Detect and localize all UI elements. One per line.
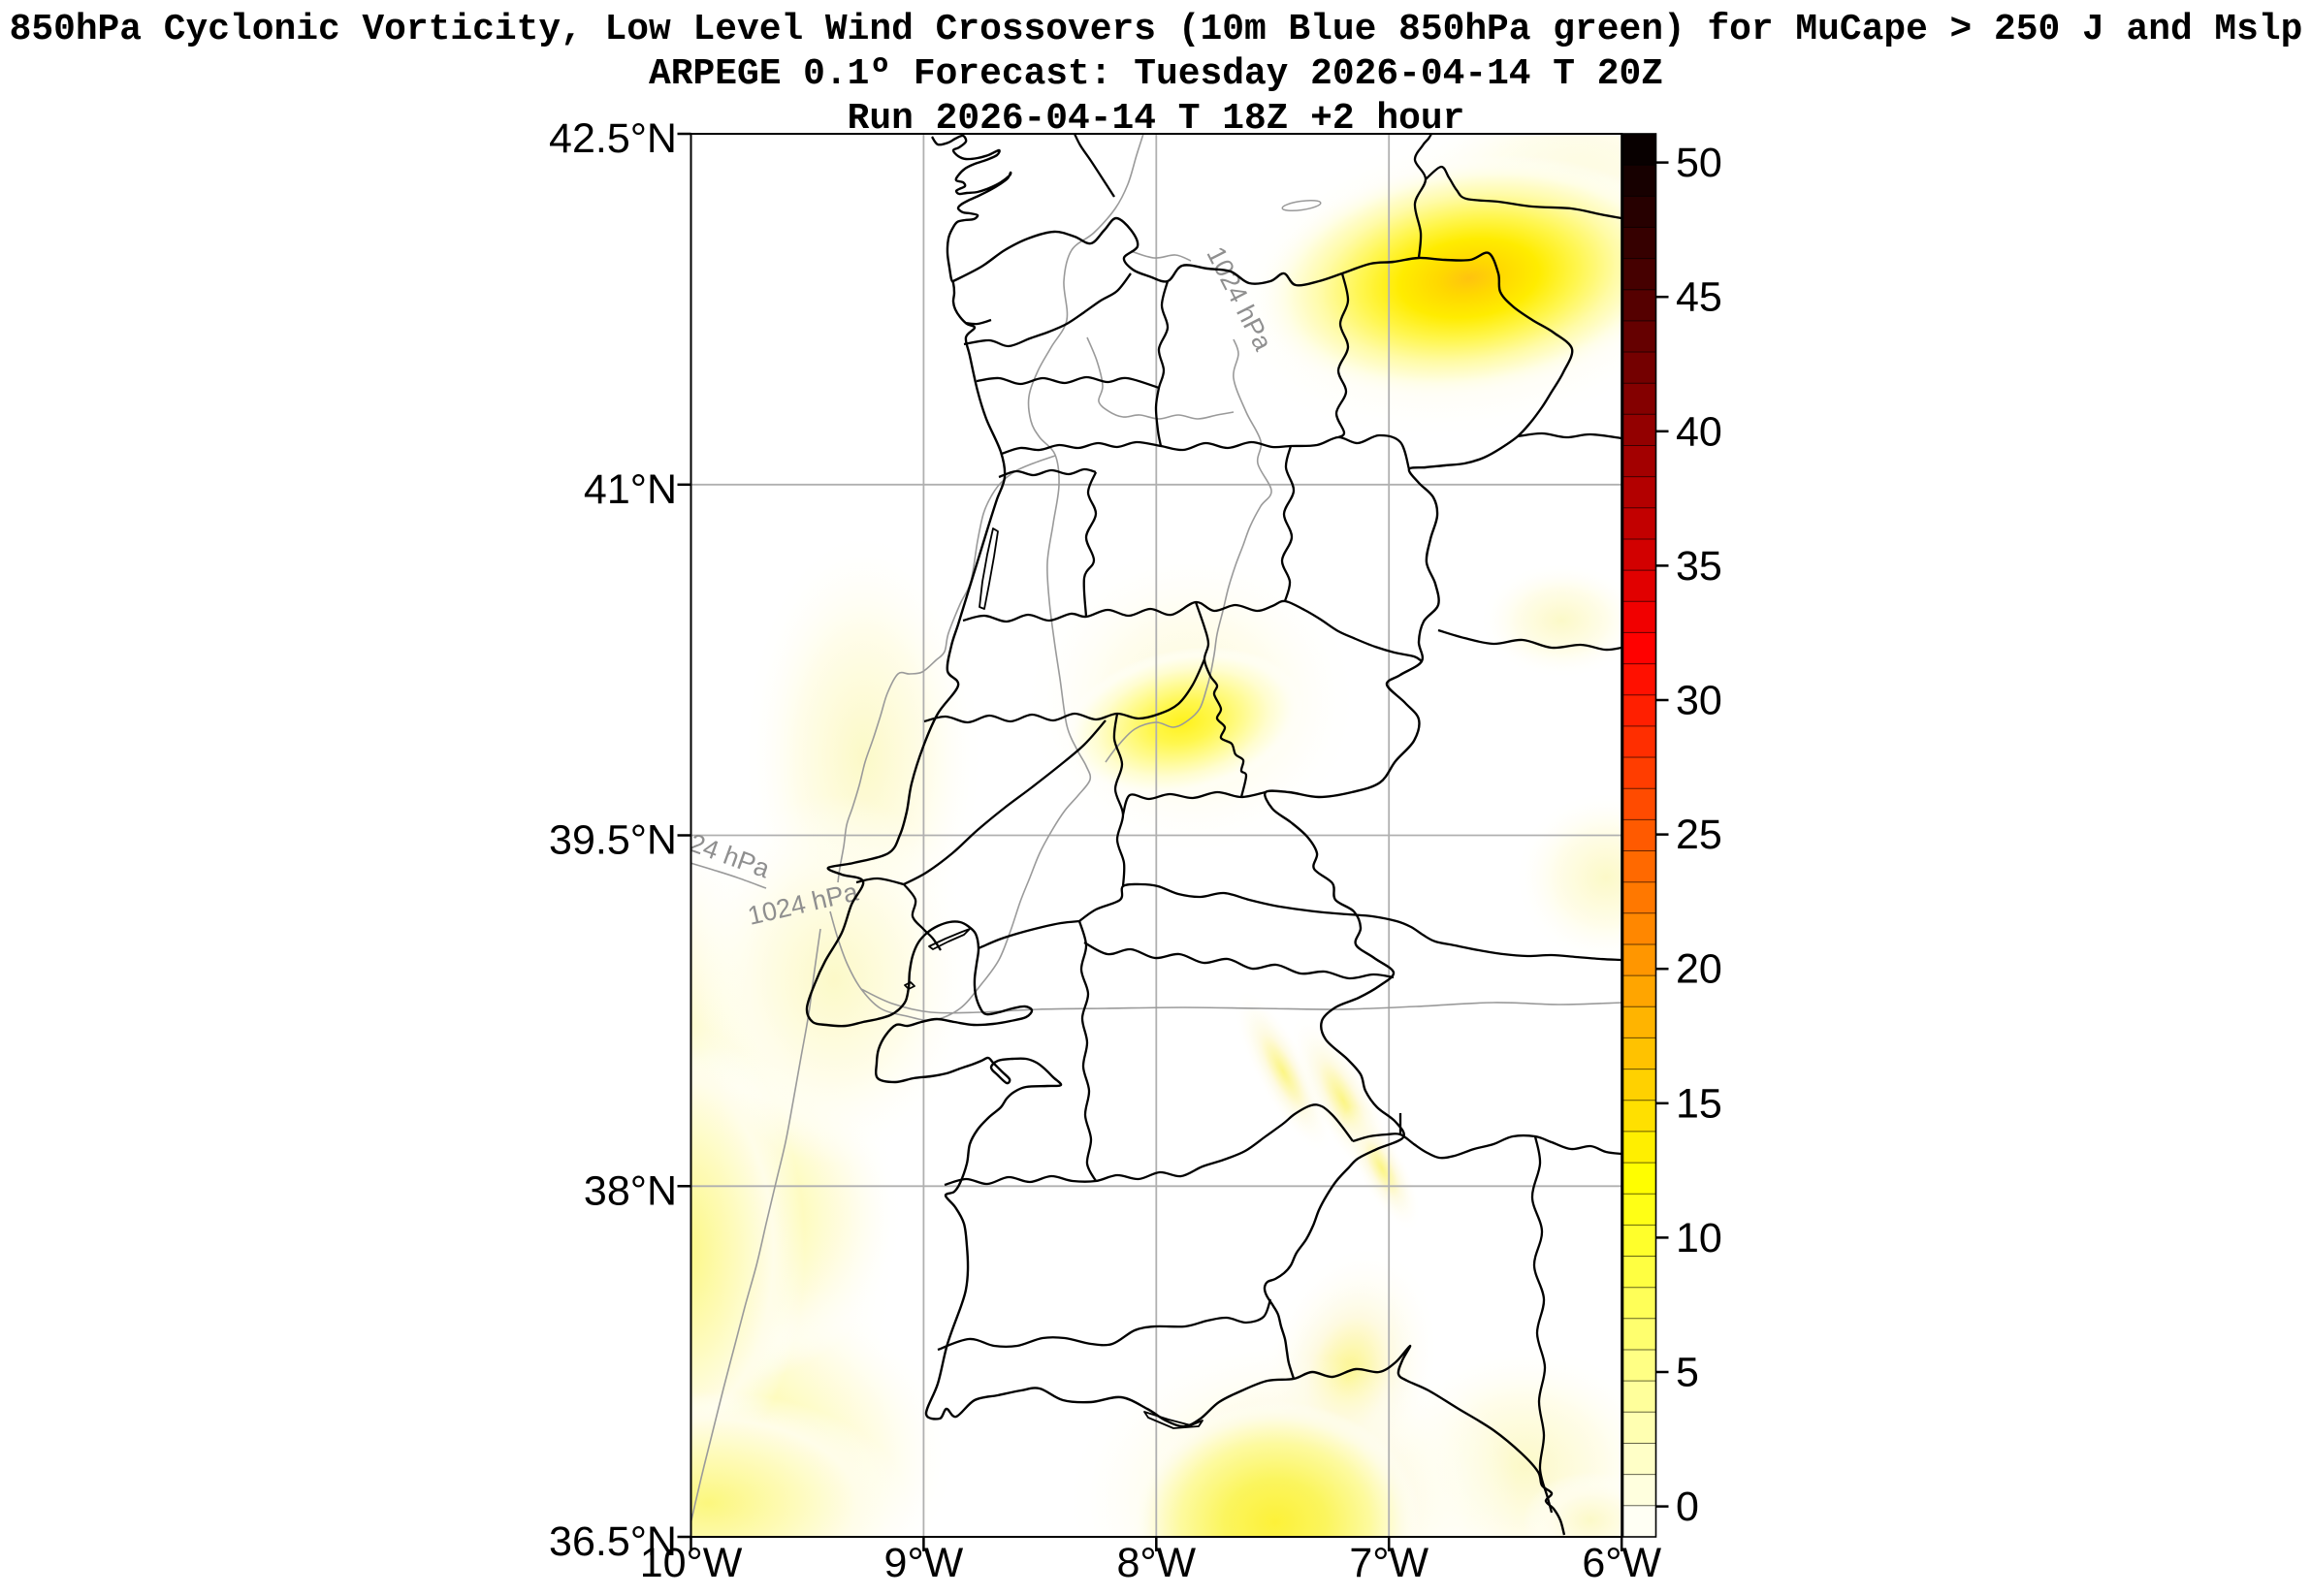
svg-text:7°W: 7°W <box>1349 1540 1428 1586</box>
svg-text:850hPa Cyclonic Vorticity, Low: 850hPa Cyclonic Vorticity, Low Level Win… <box>10 9 2303 50</box>
svg-text:30: 30 <box>1676 678 1722 724</box>
svg-text:15: 15 <box>1676 1080 1722 1127</box>
svg-text:42.5°N: 42.5°N <box>549 115 677 162</box>
svg-text:25: 25 <box>1676 812 1722 858</box>
svg-text:35: 35 <box>1676 543 1722 590</box>
svg-text:10: 10 <box>1676 1215 1722 1261</box>
svg-text:50: 50 <box>1676 140 1722 186</box>
svg-text:41°N: 41°N <box>584 466 677 513</box>
svg-text:10°W: 10°W <box>640 1540 743 1586</box>
svg-text:0: 0 <box>1676 1484 1699 1530</box>
svg-text:5: 5 <box>1676 1350 1699 1396</box>
svg-text:40: 40 <box>1676 408 1722 455</box>
svg-text:39.5°N: 39.5°N <box>549 817 677 864</box>
svg-text:Run 2026-04-14 T 18Z +2 hour: Run 2026-04-14 T 18Z +2 hour <box>848 98 1465 140</box>
svg-text:ARPEGE 0.1º Forecast: Tuesday: ARPEGE 0.1º Forecast: Tuesday 2026-04-14… <box>649 53 1663 95</box>
svg-text:45: 45 <box>1676 274 1722 321</box>
svg-text:9°W: 9°W <box>884 1540 964 1586</box>
svg-text:20: 20 <box>1676 946 1722 993</box>
svg-text:36.5°N: 36.5°N <box>549 1518 677 1565</box>
svg-text:38°N: 38°N <box>584 1167 677 1214</box>
svg-text:8°W: 8°W <box>1116 1540 1196 1586</box>
svg-text:6°W: 6°W <box>1582 1540 1661 1586</box>
